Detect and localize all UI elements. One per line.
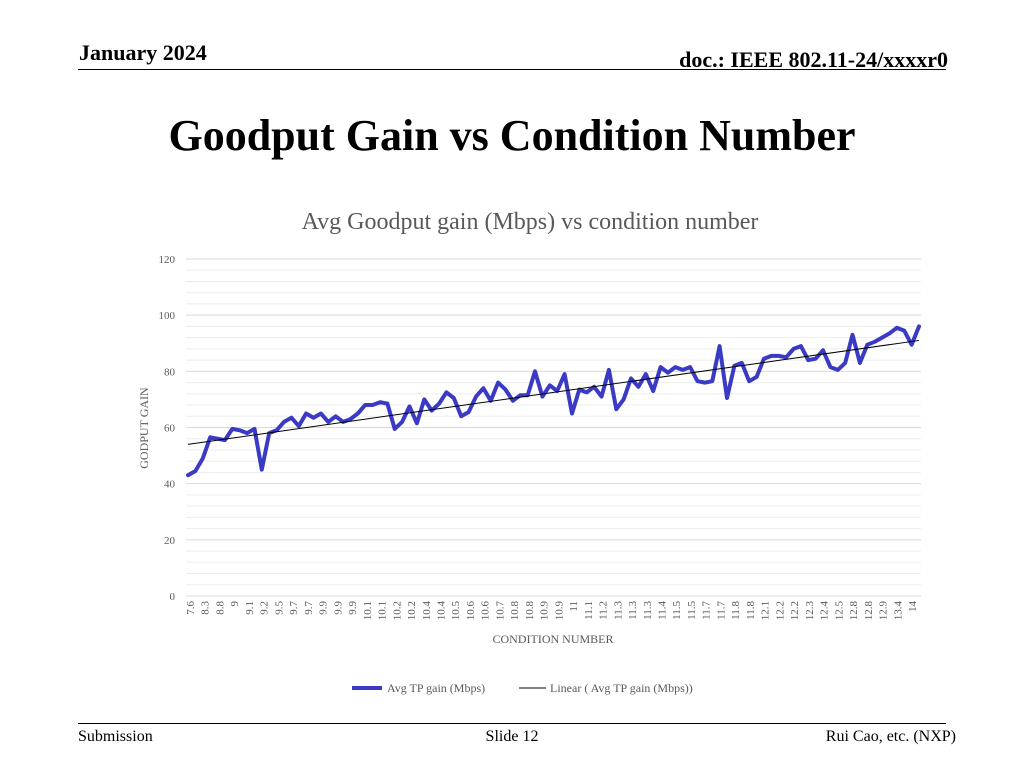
x-tick-label: 11.7 [701, 601, 713, 620]
x-tick-label: 10.7 [494, 601, 506, 621]
header-rule [78, 69, 946, 70]
y-tick-label: 20 [164, 535, 176, 547]
x-tick-label: 12.3 [804, 601, 816, 621]
x-tick-label: 9.1 [244, 601, 256, 615]
legend-label-series: Avg TP gain (Mbps) [387, 681, 485, 695]
x-tick-label: 11.3 [627, 601, 639, 620]
x-tick-label: 10.4 [435, 601, 447, 621]
x-tick-label: 13.4 [892, 601, 904, 621]
y-tick-label: 60 [164, 423, 176, 435]
x-tick-label: 10.8 [509, 601, 521, 621]
chart-legend: Avg TP gain (Mbps) Linear ( Avg TP gain … [352, 681, 693, 695]
x-tick-label: 9.7 [288, 601, 300, 615]
x-tick-label: 11 [568, 601, 580, 612]
x-tick-label: 12.9 [878, 601, 890, 621]
series-line-avg-tp-gain [186, 324, 921, 478]
x-tick-label: 11.3 [642, 601, 654, 620]
x-axis-label: CONDITION NUMBER [493, 632, 614, 646]
x-tick-label: 12.2 [774, 601, 786, 620]
x-tick-label: 11.5 [671, 601, 683, 620]
x-tick-label: 12.8 [848, 601, 860, 621]
x-tick-label: 9.2 [259, 601, 271, 615]
header-date: January 2024 [79, 40, 207, 65]
chart-series [186, 324, 921, 478]
x-tick-label: 11.5 [686, 601, 698, 620]
x-tick-label: 7.6 [185, 601, 197, 615]
y-axis-ticks: 0 20 40 60 80 100 120 [159, 254, 176, 603]
x-tick-label: 11.7 [715, 601, 727, 620]
x-tick-label: 9 [229, 601, 241, 607]
x-tick-label: 11.8 [730, 601, 742, 620]
x-tick-label: 10.1 [362, 601, 374, 620]
header-doc-id: doc.: IEEE 802.11-24/xxxxr0 [679, 47, 948, 72]
x-tick-label: 10.2 [391, 601, 403, 620]
x-tick-label: 9.9 [347, 601, 359, 615]
x-tick-label: 11.4 [657, 601, 669, 620]
x-tick-label: 10.6 [480, 601, 492, 621]
x-tick-label: 9.5 [273, 601, 285, 615]
x-tick-label: 12.8 [863, 601, 875, 621]
x-tick-label: 10.8 [524, 601, 536, 621]
y-tick-label: 40 [164, 479, 176, 491]
x-tick-label: 10.6 [465, 601, 477, 621]
x-axis-ticks: 7.6 8.3 8.8 9 9.1 9.2 9.5 9.7 9.7 9.9 9.9 9.9 10.1 10… [185, 601, 919, 621]
x-tick-label: 12.1 [760, 601, 772, 620]
y-tick-label: 100 [159, 310, 176, 322]
x-tick-label: 9.9 [332, 601, 344, 615]
footer-author: Rui Cao, etc. (NXP) [825, 728, 956, 745]
x-tick-label: 14 [907, 601, 919, 613]
footer-rule [78, 723, 946, 724]
x-tick-label: 10.9 [539, 601, 551, 621]
x-tick-label: 8.3 [200, 601, 212, 615]
x-tick-label: 9.9 [318, 601, 330, 615]
y-axis-label: GODPUT GAIN [137, 387, 151, 469]
footer-slide-number: Slide 12 [485, 728, 539, 745]
x-tick-label: 10.2 [406, 601, 418, 620]
x-tick-label: 10.5 [450, 601, 462, 621]
x-tick-label: 10.4 [421, 601, 433, 621]
series-line-linear-trend [187, 339, 920, 445]
x-tick-label: 11.3 [612, 601, 624, 620]
footer-submission: Submission [78, 728, 153, 745]
x-tick-label: 10.1 [377, 601, 389, 620]
y-tick-label: 0 [170, 591, 176, 603]
x-tick-label: 12.5 [833, 601, 845, 621]
y-tick-label: 80 [164, 366, 176, 378]
legend-label-trend: Linear ( Avg TP gain (Mbps)) [550, 681, 693, 695]
slide-title: Goodput Gain vs Condition Number [168, 111, 856, 160]
x-tick-label: 11.2 [598, 601, 610, 620]
chart-gridlines [186, 258, 921, 597]
x-tick-label: 11.1 [583, 601, 595, 620]
x-tick-label: 11.8 [745, 601, 757, 620]
chart-title: Avg Goodput gain (Mbps) vs condition num… [301, 209, 759, 235]
x-tick-label: 12.4 [819, 601, 831, 621]
x-tick-label: 10.9 [553, 601, 565, 621]
x-tick-label: 12.2 [789, 601, 801, 620]
x-tick-label: 8.8 [214, 601, 226, 615]
x-tick-label: 9.7 [303, 601, 315, 615]
y-tick-label: 120 [159, 254, 176, 266]
